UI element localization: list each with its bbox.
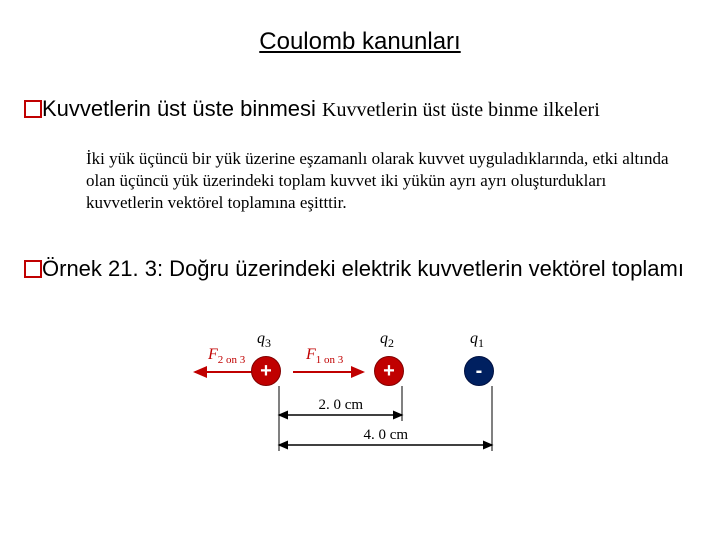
force-diagram: + + - q3 q2 q1 F2 on 3 F1 on 3 2. 0 cm4. 0 cm — [190, 330, 550, 480]
charge-label-q2: q2 — [380, 330, 394, 351]
force-label-F1on3: F1 on 3 — [306, 346, 343, 366]
heading-main: Kuvvetlerin üst üste binmesi — [42, 96, 316, 121]
heading-sub: Kuvvetlerin üst üste binme ilkeleri — [322, 99, 600, 121]
dimension-label: 2. 0 cm — [319, 397, 364, 414]
charge-label-q3: q3 — [257, 330, 271, 351]
bullet-icon — [24, 100, 42, 118]
superposition-heading: Kuvvetlerin üst üste binmesi Kuvvetlerin… — [42, 96, 600, 122]
superposition-paragraph: İki yük üçüncü bir yük üzerine eşzamanlı… — [86, 148, 684, 214]
charge-q3: + — [251, 356, 281, 386]
charge-label-q1: q1 — [470, 330, 484, 351]
charge-q2: + — [374, 356, 404, 386]
dimension-label: 4. 0 cm — [364, 427, 409, 444]
example-heading: Örnek 21. 3: Doğru üzerindeki elektrik k… — [42, 256, 700, 282]
page-title: Coulomb kanunları — [0, 28, 720, 56]
bullet-icon — [24, 260, 42, 278]
charge-q1: - — [464, 356, 494, 386]
force-label-F2on3: F2 on 3 — [208, 346, 245, 366]
